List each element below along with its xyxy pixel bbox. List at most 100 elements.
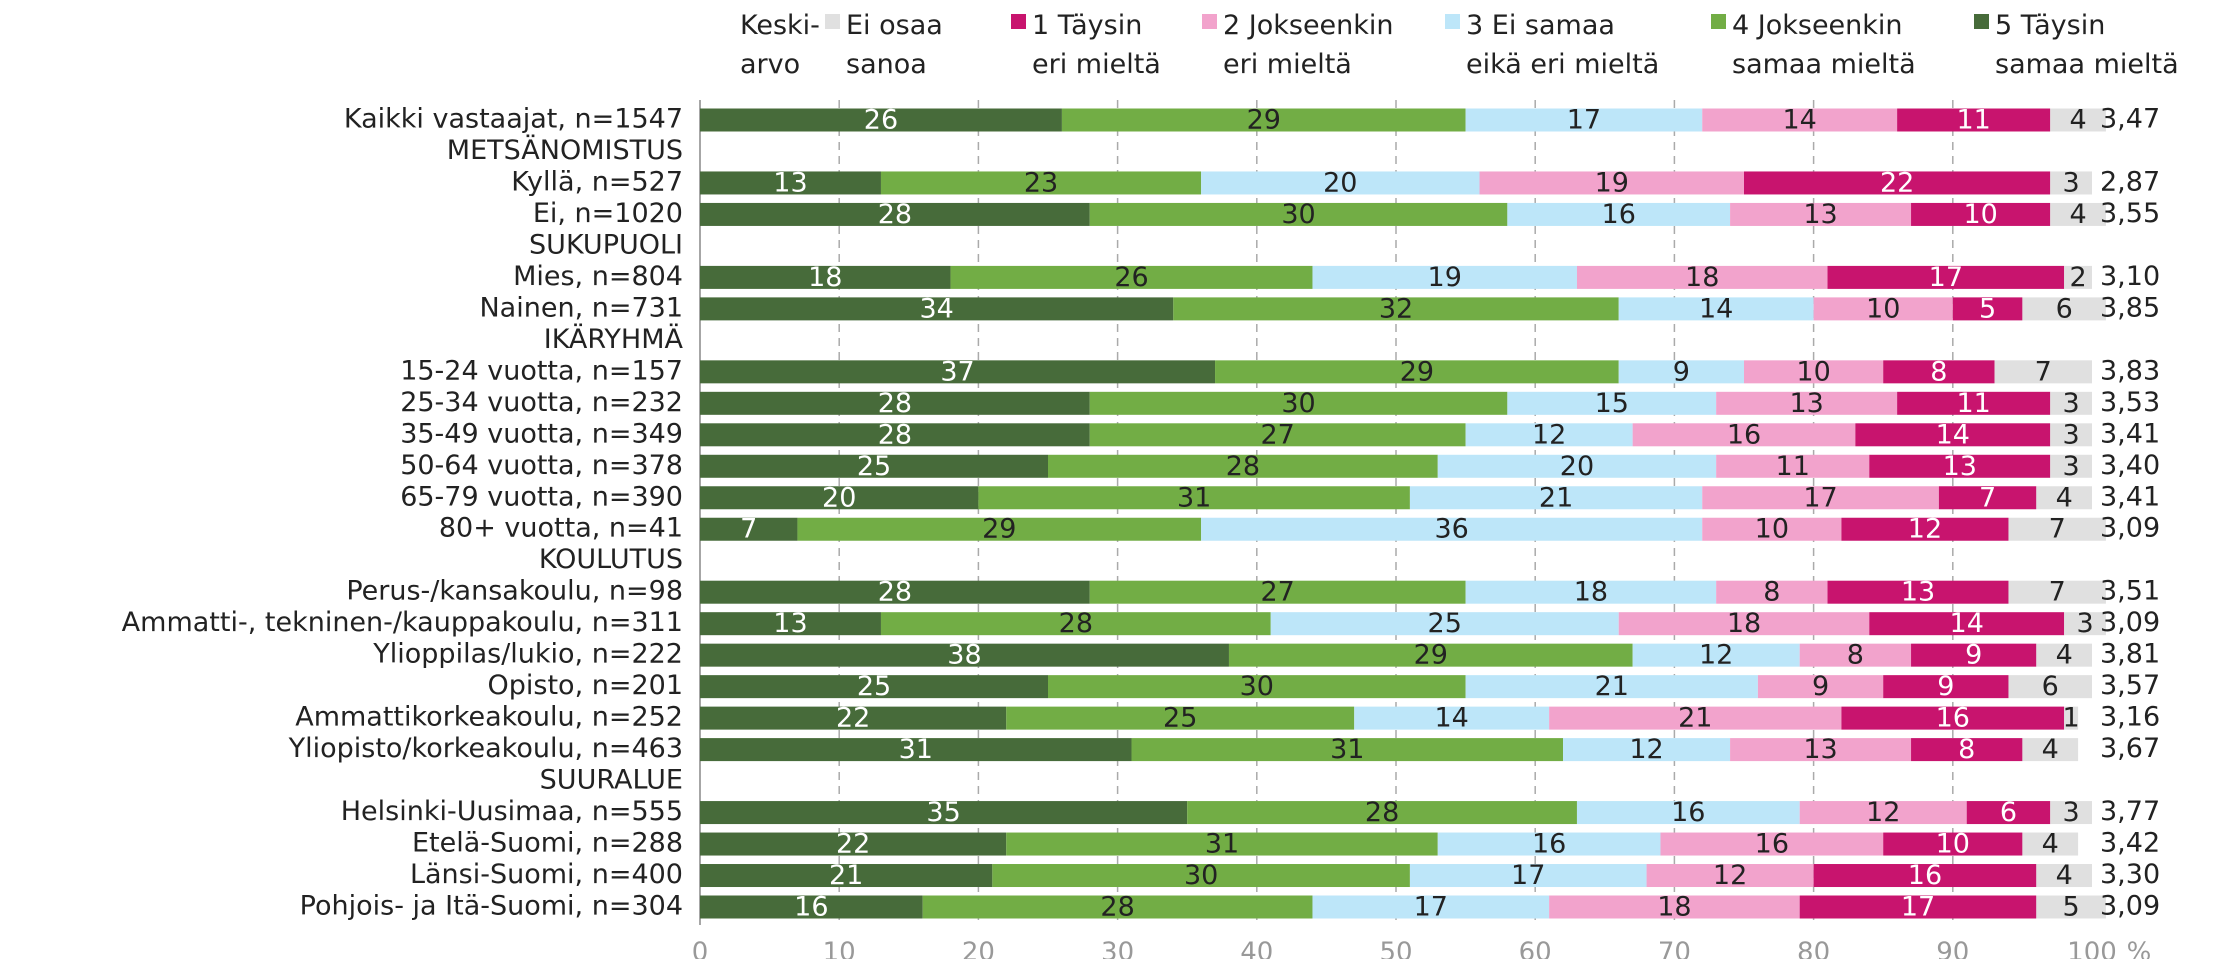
bar-segment — [1006, 706, 1355, 730]
data-label: 4 — [2042, 734, 2059, 765]
bar-segment — [1869, 612, 2065, 636]
bar-segment — [1201, 171, 1480, 195]
data-label: 28 — [1059, 608, 1093, 639]
y-tick-label: Perus-/kansakoulu, n=98 — [346, 576, 683, 607]
data-label: 28 — [1226, 451, 1260, 482]
bar-segment — [1813, 864, 2037, 888]
mean-label: 3,83 — [2100, 355, 2160, 386]
bar-segment — [1716, 454, 1870, 478]
bar-segment — [1702, 486, 1939, 510]
mean-label: 3,10 — [2100, 261, 2160, 292]
data-label: 6 — [2056, 293, 2073, 324]
legend-entry: 2 Jokseenkin eri mieltä — [1223, 10, 1394, 80]
bar-segment — [1911, 738, 2023, 762]
bar-segment — [700, 675, 1048, 699]
bar-segment — [1465, 675, 1758, 699]
legend-swatch — [1445, 14, 1460, 29]
bar-segment — [1813, 297, 1953, 321]
bar-segment — [700, 423, 1090, 447]
data-label: 21 — [829, 860, 863, 891]
bar-segment — [1465, 423, 1633, 447]
bar-segment — [1744, 360, 1884, 384]
data-label: 16 — [1727, 419, 1761, 450]
bar-segment — [1549, 706, 1842, 730]
bar-segment — [700, 864, 993, 888]
data-label: 20 — [1323, 167, 1357, 198]
data-label: 3 — [2063, 388, 2080, 419]
bar-segment — [1646, 864, 1814, 888]
data-label: 26 — [1114, 262, 1148, 293]
data-label: 3 — [2063, 419, 2080, 450]
data-label: 16 — [794, 892, 828, 923]
data-label: 27 — [1261, 419, 1295, 450]
data-label: 30 — [1184, 860, 1218, 891]
bar-segment — [700, 171, 881, 195]
data-label: 31 — [1205, 829, 1239, 860]
data-label: 23 — [1024, 167, 1058, 198]
data-label: 34 — [919, 293, 953, 324]
data-label: 11 — [1957, 388, 1991, 419]
data-label: 8 — [1763, 577, 1780, 608]
legend-swatch — [1711, 14, 1726, 29]
bar-segment — [700, 360, 1216, 384]
bar-segment — [2036, 895, 2106, 919]
bar-segment — [1938, 486, 2037, 510]
data-label: 6 — [2042, 671, 2059, 702]
bar-segment — [1799, 895, 2037, 919]
data-label: 30 — [1281, 388, 1315, 419]
data-label: 1 — [2063, 703, 2080, 734]
data-label: 13 — [1803, 199, 1837, 230]
data-label: 38 — [947, 640, 981, 671]
legend-entry: 5 Täysin samaa mieltä — [1995, 10, 2179, 80]
data-label: 12 — [1908, 514, 1942, 545]
bar-segment — [1173, 297, 1619, 321]
y-tick-label: KOULUTUS — [539, 544, 683, 575]
bar-segment — [700, 454, 1048, 478]
bar-segment — [1744, 171, 2051, 195]
data-label: 7 — [740, 514, 757, 545]
y-tick-label: 80+ vuotta, n=41 — [439, 513, 683, 544]
bar-segment — [1312, 265, 1577, 289]
x-tick-label: 90 — [1936, 938, 1969, 959]
bar-segment — [700, 517, 798, 541]
data-label: 31 — [1330, 734, 1364, 765]
data-label: 16 — [1602, 199, 1636, 230]
bar-segment — [2050, 423, 2092, 447]
data-label: 25 — [1163, 703, 1197, 734]
data-label: 28 — [878, 199, 912, 230]
data-label: 12 — [1699, 640, 1733, 671]
data-label: 35 — [926, 797, 960, 828]
bar-segment — [700, 297, 1174, 321]
y-tick-label: Ammattikorkeakoulu, n=252 — [295, 702, 683, 733]
data-label: 17 — [1511, 860, 1545, 891]
bar-segment — [1632, 643, 1800, 667]
bar-segment — [1966, 801, 2051, 825]
data-label: 9 — [1965, 640, 1982, 671]
bar-segment — [1897, 108, 2051, 132]
bar-segment — [2036, 864, 2092, 888]
bar-segment — [1883, 832, 2023, 856]
y-tick-label: SUKUPUOLI — [529, 229, 683, 260]
y-tick-label: Kaikki vastaajat, n=1547 — [344, 104, 683, 135]
bar-segment — [1437, 454, 1717, 478]
bar-segment — [1799, 801, 1967, 825]
bar-segment — [1215, 360, 1619, 384]
bar-segment — [1702, 517, 1842, 541]
bar-segment — [1187, 801, 1577, 825]
bar-segment — [797, 517, 1202, 541]
bar-segment — [1702, 108, 1898, 132]
data-label: 13 — [773, 167, 807, 198]
data-label: 28 — [1100, 892, 1134, 923]
data-label: 9 — [1937, 671, 1954, 702]
data-label: 31 — [899, 734, 933, 765]
legend-swatch — [1974, 14, 1989, 29]
mean-label: 3,57 — [2100, 670, 2160, 701]
mean-label: 3,47 — [2100, 104, 2160, 135]
bar-segment — [1437, 832, 1661, 856]
data-label: 28 — [878, 419, 912, 450]
y-tick-label: IKÄRYHMÄ — [544, 323, 684, 355]
bar-segment — [1716, 391, 1898, 415]
y-tick-label: 35-49 vuotta, n=349 — [400, 418, 683, 449]
x-tick-label: 50 — [1379, 938, 1412, 959]
